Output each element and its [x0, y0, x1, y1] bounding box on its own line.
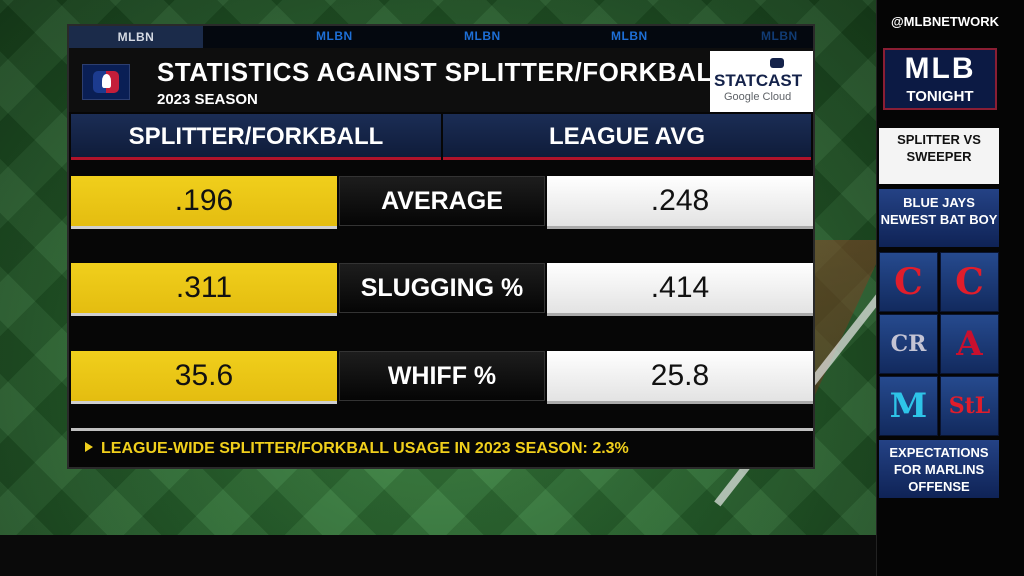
network-tab: MLBN — [761, 29, 798, 43]
stat-label: WHIFF % — [339, 351, 545, 401]
show-logo-line2: TONIGHT — [906, 88, 974, 105]
footer-note: LEAGUE-WIDE SPLITTER/FORKBALL USAGE IN 2… — [85, 440, 629, 458]
reds-logo-icon: C — [879, 252, 938, 312]
stat-label: SLUGGING % — [339, 263, 545, 313]
network-tab: MLBN — [464, 29, 501, 43]
stat-row: 35.6 WHIFF % 25.8 — [71, 351, 813, 405]
sidebar-item-marlins[interactable]: EXPECTATIONS FOR MARLINS OFFENSE — [879, 440, 999, 498]
mlb-logo-icon — [82, 64, 130, 100]
league-value: .248 — [547, 176, 813, 229]
stat-row: .311 SLUGGING % .414 — [71, 263, 813, 317]
network-tab: MLBN — [69, 26, 203, 48]
splitter-value: 35.6 — [71, 351, 337, 404]
bottom-band — [0, 535, 876, 576]
title-bar — [69, 48, 813, 112]
network-tab: MLBN — [611, 29, 648, 43]
statcast-brand: STATCAST — [714, 71, 803, 90]
league-value: 25.8 — [547, 351, 813, 404]
column-header-splitter: SPLITTER/FORKBALL — [71, 114, 441, 160]
page-subtitle: 2023 SEASON — [157, 91, 258, 108]
sidebar-item-blue-jays[interactable]: BLUE JAYS NEWEST BAT BOY — [879, 189, 999, 247]
footer-text: LEAGUE-WIDE SPLITTER/FORKBALL USAGE IN 2… — [101, 440, 629, 457]
google-cloud-label: Google Cloud — [724, 91, 792, 103]
mlb-mini-icon — [770, 58, 784, 68]
show-logo-line1: MLB — [904, 52, 976, 85]
stats-panel: MLBN MLBN MLBN MLBN MLBN STATISTICS AGAI… — [67, 24, 815, 469]
cardinals-logo-icon: StL — [940, 376, 999, 436]
network-tab-strip: MLBN MLBN MLBN MLBN MLBN — [69, 26, 813, 48]
social-handle: @MLBNETWORK — [891, 14, 999, 29]
diamondbacks-logo-icon: A — [940, 314, 999, 374]
league-value: .414 — [547, 263, 813, 316]
sidebar-item-splitter-vs-sweeper[interactable]: SPLITTER VS SWEEPER — [879, 128, 999, 184]
show-logo: MLB TONIGHT — [883, 48, 997, 110]
splitter-value: .196 — [71, 176, 337, 229]
sidebar: @MLBNETWORK MLB TONIGHT SPLITTER VS SWEE… — [876, 0, 1024, 576]
stat-row: .196 AVERAGE .248 — [71, 176, 813, 230]
play-triangle-icon — [85, 442, 93, 452]
statcast-logo: STATCAST Google Cloud — [710, 51, 813, 112]
divider — [71, 428, 813, 431]
guardians-logo-icon: C — [940, 252, 999, 312]
page-title: STATISTICS AGAINST SPLITTER/FORKBALL — [157, 57, 730, 87]
rockies-logo-icon: CR — [879, 314, 938, 374]
marlins-logo-icon: M — [879, 376, 938, 436]
network-tab: MLBN — [316, 29, 353, 43]
column-header-league: LEAGUE AVG — [443, 114, 811, 160]
stat-label: AVERAGE — [339, 176, 545, 226]
splitter-value: .311 — [71, 263, 337, 316]
